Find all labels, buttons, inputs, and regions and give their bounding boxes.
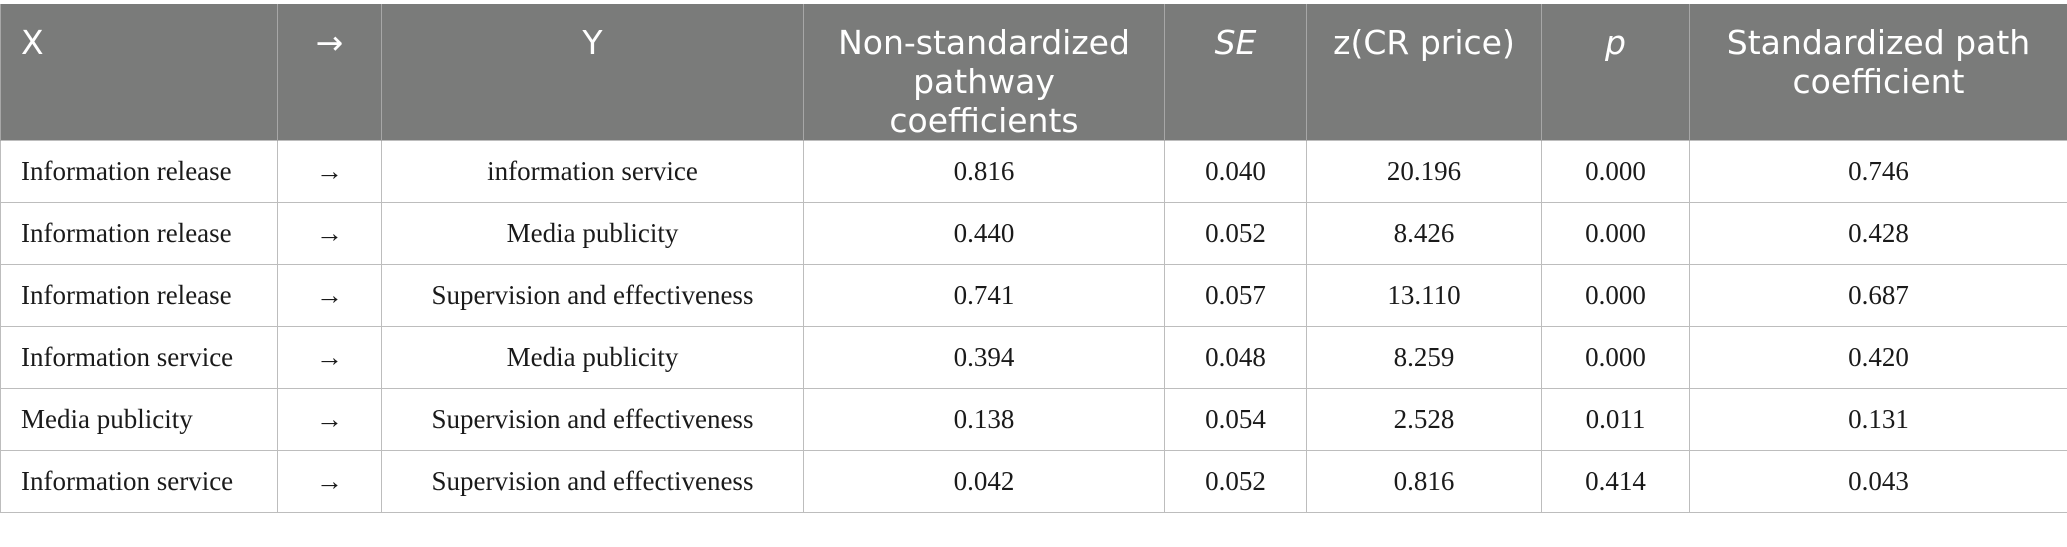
cell-standardized-coefficient: 0.428 bbox=[1689, 202, 2067, 265]
table-row: Media publicity → Supervision and effectiv… bbox=[0, 388, 2067, 451]
cell-arrow: → bbox=[277, 388, 382, 451]
cell-standardized-coefficient: 0.043 bbox=[1689, 450, 2067, 513]
cell-arrow: → bbox=[277, 140, 382, 203]
cell-se: 0.054 bbox=[1164, 388, 1307, 451]
cell-standardized-coefficient: 0.746 bbox=[1689, 140, 2067, 203]
cell-non-standardized-coefficient: 0.741 bbox=[803, 264, 1165, 327]
cell-se: 0.048 bbox=[1164, 326, 1307, 389]
cell-se: 0.052 bbox=[1164, 202, 1307, 265]
cell-p: 0.000 bbox=[1541, 202, 1690, 265]
cell-standardized-coefficient: 0.131 bbox=[1689, 388, 2067, 451]
cell-standardized-coefficient: 0.420 bbox=[1689, 326, 2067, 389]
cell-p: 0.011 bbox=[1541, 388, 1690, 451]
cell-p: 0.000 bbox=[1541, 326, 1690, 389]
header-y: Y bbox=[381, 4, 804, 141]
cell-x: Information release bbox=[0, 264, 278, 327]
cell-arrow: → bbox=[277, 450, 382, 513]
header-standardized-coefficient: Standardized path coefficient bbox=[1689, 4, 2067, 141]
cell-p: 0.000 bbox=[1541, 140, 1690, 203]
header-arrow: → bbox=[277, 4, 382, 141]
cell-se: 0.052 bbox=[1164, 450, 1307, 513]
cell-non-standardized-coefficient: 0.394 bbox=[803, 326, 1165, 389]
table-row: Information service → Supervision and effe… bbox=[0, 450, 2067, 513]
cell-non-standardized-coefficient: 0.440 bbox=[803, 202, 1165, 265]
cell-z-cr: 13.110 bbox=[1306, 264, 1542, 327]
cell-arrow: → bbox=[277, 202, 382, 265]
cell-x: Media publicity bbox=[0, 388, 278, 451]
cell-p: 0.414 bbox=[1541, 450, 1690, 513]
cell-non-standardized-coefficient: 0.042 bbox=[803, 450, 1165, 513]
path-coefficient-table-container: X → Y Non-standardized pathway coefficie… bbox=[0, 4, 2067, 513]
cell-y: Media publicity bbox=[381, 326, 804, 389]
cell-x: Information service bbox=[0, 326, 278, 389]
cell-z-cr: 8.259 bbox=[1306, 326, 1542, 389]
table-row: Information release → Supervision and effe… bbox=[0, 264, 2067, 327]
cell-p: 0.000 bbox=[1541, 264, 1690, 327]
header-se: SE bbox=[1164, 4, 1307, 141]
cell-y: Supervision and effectiveness bbox=[381, 450, 804, 513]
path-coefficient-table: X → Y Non-standardized pathway coefficie… bbox=[0, 4, 2067, 513]
cell-y: Supervision and effectiveness bbox=[381, 388, 804, 451]
header-p: p bbox=[1541, 4, 1690, 141]
cell-standardized-coefficient: 0.687 bbox=[1689, 264, 2067, 327]
cell-y: Supervision and effectiveness bbox=[381, 264, 804, 327]
cell-z-cr: 0.816 bbox=[1306, 450, 1542, 513]
header-non-standardized-coefficients: Non-standardized pathway coefficients bbox=[803, 4, 1165, 141]
cell-x: Information service bbox=[0, 450, 278, 513]
cell-se: 0.040 bbox=[1164, 140, 1307, 203]
cell-se: 0.057 bbox=[1164, 264, 1307, 327]
table-body: Information release → information service 0… bbox=[0, 140, 2067, 513]
cell-x: Information release bbox=[0, 202, 278, 265]
header-z-cr: z(CR price) bbox=[1306, 4, 1542, 141]
cell-arrow: → bbox=[277, 326, 382, 389]
cell-x: Information release bbox=[0, 140, 278, 203]
cell-non-standardized-coefficient: 0.816 bbox=[803, 140, 1165, 203]
table-row: Information release → Media publicity 0.440… bbox=[0, 202, 2067, 265]
header-x: X bbox=[0, 4, 278, 141]
table-row: Information release → information service 0… bbox=[0, 140, 2067, 203]
cell-y: information service bbox=[381, 140, 804, 203]
cell-z-cr: 2.528 bbox=[1306, 388, 1542, 451]
cell-arrow: → bbox=[277, 264, 382, 327]
header-row: X → Y Non-standardized pathway coefficie… bbox=[0, 4, 2067, 141]
cell-z-cr: 20.196 bbox=[1306, 140, 1542, 203]
table-row: Information service → Media publicity 0.394… bbox=[0, 326, 2067, 389]
cell-z-cr: 8.426 bbox=[1306, 202, 1542, 265]
table-header: X → Y Non-standardized pathway coefficie… bbox=[0, 4, 2067, 141]
cell-y: Media publicity bbox=[381, 202, 804, 265]
cell-non-standardized-coefficient: 0.138 bbox=[803, 388, 1165, 451]
